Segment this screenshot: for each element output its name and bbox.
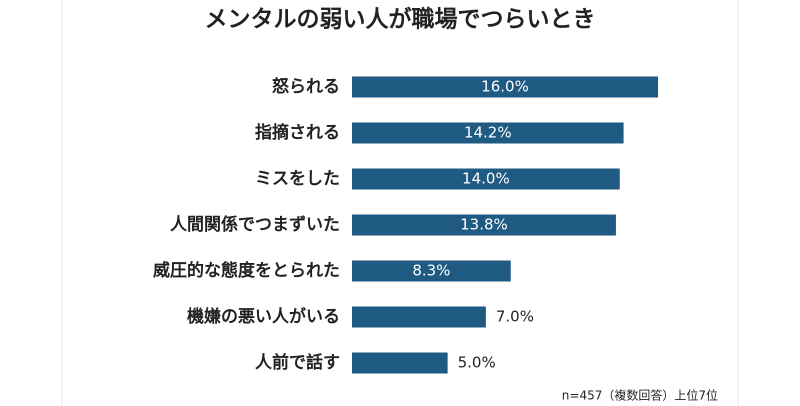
value-label: 8.3% bbox=[412, 262, 450, 280]
bar bbox=[352, 214, 616, 236]
category-label: 人前で話す bbox=[255, 352, 340, 373]
category-label: 怒られる bbox=[272, 76, 340, 97]
category-label: ミスをした bbox=[255, 169, 340, 189]
category-label: 威圧的な態度をとられた bbox=[153, 260, 340, 281]
note: n=457（複数回答）上位7位 bbox=[562, 388, 718, 403]
bar bbox=[352, 76, 658, 98]
value-label: 14.2% bbox=[464, 124, 512, 142]
chart-title: メンタルの弱い人が職場でつらいとき bbox=[205, 6, 596, 33]
value-label: 7.0% bbox=[496, 308, 534, 326]
bar bbox=[352, 168, 620, 190]
value-label: 13.8% bbox=[460, 216, 508, 234]
value-label: 14.0% bbox=[462, 170, 510, 188]
bar bbox=[352, 260, 511, 282]
category-label: 指摘される bbox=[255, 122, 340, 143]
value-label: 16.0% bbox=[481, 78, 529, 96]
value-label: 5.0% bbox=[458, 354, 496, 372]
bar bbox=[352, 306, 486, 328]
bar bbox=[352, 352, 448, 374]
bar bbox=[352, 122, 624, 144]
category-label: 機嫌の悪い人がいる bbox=[187, 306, 340, 327]
category-label: 人間関係でつまずいた bbox=[170, 214, 340, 235]
